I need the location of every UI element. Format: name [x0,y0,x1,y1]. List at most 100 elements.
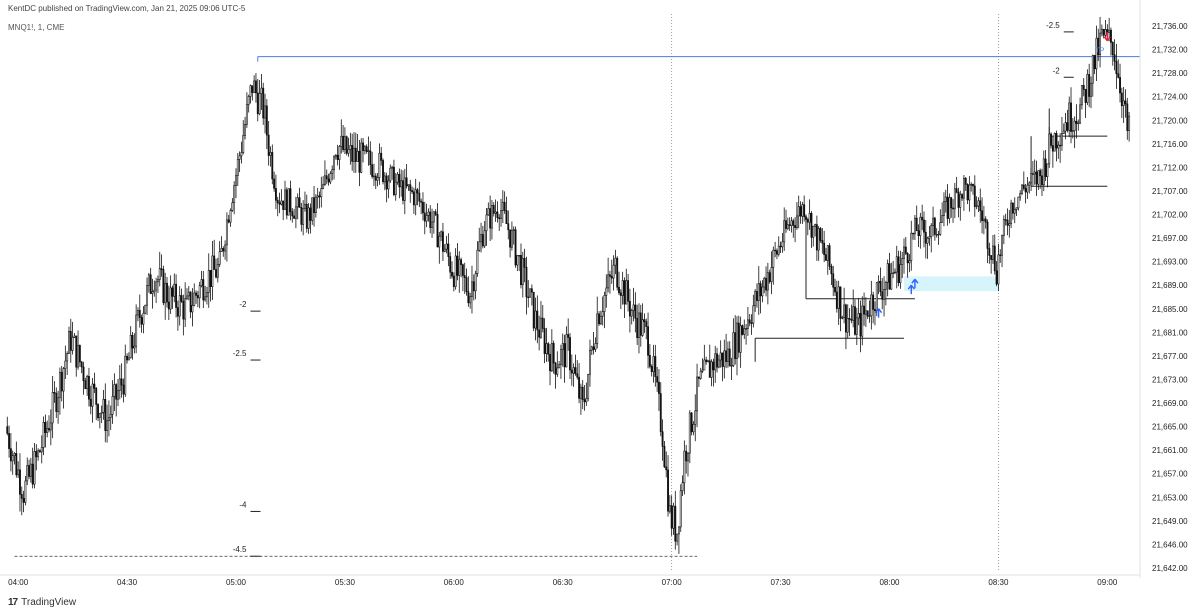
candle-body [690,412,693,433]
candle-body [300,207,303,225]
candle-body [910,232,913,261]
candle-body [514,229,517,266]
candle-body [149,274,152,294]
candle-body [792,220,795,226]
candle-body [612,264,615,279]
candle-body [520,255,522,286]
candle-body [861,305,864,337]
candle-body [209,270,212,287]
candle-body [815,224,818,251]
candle-body [31,463,34,485]
candle-body [472,281,475,292]
candle-body [278,202,281,205]
candle-body [253,80,256,93]
candle-body [930,225,933,237]
candle-body [40,447,43,453]
candle-body [1068,102,1071,131]
candle-body [939,222,942,235]
candle-body [538,329,541,338]
candle-body [638,312,640,338]
candle-body [302,208,305,225]
candle-body [518,255,521,257]
candle-body [574,367,577,375]
candle-body [1022,184,1025,189]
candle-body [921,216,924,221]
candle-body [224,244,227,252]
candle-body [1079,104,1082,124]
fib-level-label: -4 [239,500,247,509]
candle-body [679,490,682,528]
candle-body [111,396,114,415]
candle-body [369,150,372,166]
candle-body [912,232,915,235]
candle-body [719,352,722,361]
candle-body [6,426,9,434]
candle-body [1048,133,1051,165]
candle-body [432,211,435,223]
candle-body [365,146,368,152]
candle-body [761,286,764,297]
price-tick-label: 21,642.00 [1152,564,1188,573]
candle-body [904,246,907,254]
candle-body [89,398,92,407]
candle-body [273,178,276,189]
candle-body [463,275,466,278]
candle-body [913,217,916,235]
demand-zone[interactable] [904,276,999,292]
candle-body [643,319,646,322]
candle-body [211,255,214,287]
candle-body [801,204,804,217]
candle-body [576,373,579,378]
candle-body [677,526,680,535]
candle-body [924,231,927,244]
price-tick-label: 21,649.00 [1152,517,1188,526]
candle-body [325,175,328,180]
candle-body [512,229,515,231]
candle-body [378,152,381,178]
tradingview-brand[interactable]: 17 TradingView [8,597,76,608]
candle-body [1011,202,1014,214]
candle-body [198,285,201,299]
candle-body [534,310,537,329]
candle-body [235,175,237,186]
candle-body [316,195,319,198]
candle-body [765,277,767,291]
candle-body [354,147,357,162]
price-tick-label: 21,707.00 [1152,187,1188,196]
arrow-up-icon [907,284,915,295]
candle-body [734,332,737,360]
candle-body [634,304,637,319]
candle-body [1095,37,1098,70]
candle-body [999,254,1002,256]
candle-body [621,280,624,296]
candle-body [113,384,116,397]
price-tick-label: 21,653.00 [1152,493,1188,502]
candle-body [376,177,379,181]
candle-body [458,259,461,276]
candle-body [1061,133,1063,146]
candle-body [213,255,216,270]
candle-body [589,349,591,375]
candle-body [975,205,978,208]
candle-body [333,156,335,171]
price-axis: 21,736.00 21,732.00 21,728.00 21,724.00 21,7… [1139,0,1188,578]
candle-body [102,398,105,413]
price-tick-label: 21,685.00 [1152,305,1188,314]
candle-body [1002,219,1005,236]
candle-body [583,399,586,403]
arrow-up-icon [875,308,883,318]
candle-body [33,451,36,485]
candle-body [561,343,564,350]
candle-body [1055,133,1058,149]
candle-body [39,450,41,453]
candle-body [73,335,76,338]
candle-body [49,422,52,431]
candle-body [373,175,375,178]
candle-body [403,177,406,201]
candle-body [429,211,432,228]
candle-body [1006,219,1009,226]
candle-body [445,243,448,250]
candle-body [106,420,109,431]
candle-body [1075,120,1078,124]
